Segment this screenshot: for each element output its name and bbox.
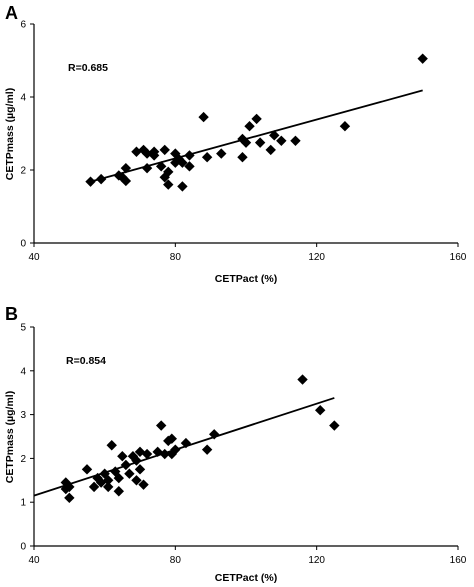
panel-a-data-point xyxy=(184,150,195,161)
panel-b-data-point xyxy=(81,464,93,475)
panel-b-data-point xyxy=(180,437,192,449)
panel-a-x-tick-label: 160 xyxy=(450,252,467,263)
panel-a-data-point xyxy=(216,148,227,159)
panel-b-y-tick-label: 1 xyxy=(20,498,26,509)
panel-a-data-point xyxy=(141,148,153,159)
panel-b-correlation-label: R=0.854 xyxy=(66,355,106,367)
panel-b-y-tick-label: 2 xyxy=(20,454,26,465)
panel-a-trend-line xyxy=(90,89,423,183)
panel-b-data-point xyxy=(166,433,177,444)
panel-a-data-point xyxy=(184,161,195,172)
panel-a-data-point xyxy=(163,179,174,190)
panel-a-y-axis-label: CETPmass (µg/ml) xyxy=(4,88,16,180)
panel-b-data-point xyxy=(131,475,142,486)
panel-a-points xyxy=(85,53,428,192)
panel-a-data-point xyxy=(265,144,276,156)
panel-b-y-tick-label: 5 xyxy=(20,323,26,334)
panel-a-axes: 0 2 4 6 40 80 120 160 xyxy=(20,20,466,264)
panel-b-data-point xyxy=(134,464,146,475)
panel-b-data-point xyxy=(163,435,174,447)
panel-b-data-point xyxy=(131,455,142,466)
panel-b-letter: B xyxy=(5,304,18,324)
panel-a-correlation-label: R=0.685 xyxy=(68,62,108,74)
panel-a-data-point xyxy=(198,111,209,123)
panel-a-data-point xyxy=(177,181,188,192)
panel-b-data-point xyxy=(329,420,340,431)
panel-b-y-tick-label: 4 xyxy=(20,366,26,377)
panel-a-data-point xyxy=(85,176,96,187)
panel-a: A R=0.685 CETPact (%) CETPmass (µg/ml) 0… xyxy=(4,3,467,285)
panel-a-data-point xyxy=(148,150,160,161)
panel-a-data-point xyxy=(201,152,213,163)
panel-a-data-point xyxy=(417,53,428,64)
panel-a-y-tick-label: 6 xyxy=(20,20,26,31)
panel-a-data-point xyxy=(244,121,255,132)
panel-b-data-point xyxy=(120,459,132,471)
panel-a-x-axis-label: CETPact (%) xyxy=(215,273,277,285)
panel-a-y-tick-label: 0 xyxy=(20,239,26,250)
panel-b: B R=0.854 CETPact (%) CETPmass (µg/ml) 0… xyxy=(4,304,467,584)
panel-b-data-point xyxy=(156,420,167,431)
panel-b-y-axis-label: CETPmass (µg/ml) xyxy=(4,391,16,483)
panel-b-data-point xyxy=(159,448,170,460)
panel-a-data-point xyxy=(339,121,351,132)
panel-b-data-point xyxy=(141,448,153,460)
panel-a-data-point xyxy=(290,135,301,146)
panel-a-data-point xyxy=(163,166,174,178)
panel-a-y-tick-label: 4 xyxy=(20,93,26,104)
panel-b-x-tick-label: 160 xyxy=(450,555,467,566)
panel-a-data-point xyxy=(237,152,248,163)
panel-b-axes: 0 1 2 3 4 5 40 80 120 160 xyxy=(20,323,466,567)
panel-a-x-tick-label: 40 xyxy=(28,252,40,263)
panel-b-data-point xyxy=(138,479,149,490)
panel-a-data-point xyxy=(159,144,170,156)
panel-b-data-point xyxy=(209,429,220,440)
panel-a-data-point xyxy=(254,137,266,148)
panel-a-data-point xyxy=(131,146,142,157)
panel-b-data-point xyxy=(92,472,103,484)
panel-b-data-point xyxy=(170,444,181,455)
panel-a-data-point xyxy=(251,113,262,125)
panel-a-data-point xyxy=(120,162,132,174)
panel-a-letter: A xyxy=(5,3,18,23)
panel-b-x-tick-label: 80 xyxy=(170,555,182,566)
panel-b-x-axis-label: CETPact (%) xyxy=(215,572,277,584)
panel-b-x-tick-label: 120 xyxy=(308,555,325,566)
panel-a-data-point xyxy=(177,157,188,168)
panel-b-data-point xyxy=(113,486,124,497)
panel-b-data-point xyxy=(315,405,326,416)
panel-b-trend-line xyxy=(33,397,335,497)
panel-a-data-point xyxy=(240,137,252,148)
panel-b-data-point xyxy=(64,492,75,504)
panel-a-x-tick-label: 80 xyxy=(170,252,182,263)
panel-a-data-point xyxy=(276,135,287,146)
panel-b-data-point xyxy=(134,446,146,458)
panel-a-data-point xyxy=(269,130,280,141)
panel-b-data-point xyxy=(103,475,114,486)
panel-b-data-point xyxy=(88,481,100,493)
panel-b-data-point xyxy=(297,374,308,385)
panel-b-x-tick-label: 40 xyxy=(28,555,40,566)
panel-a-data-point xyxy=(156,161,167,172)
panel-b-data-point xyxy=(103,481,114,493)
panel-b-points xyxy=(33,374,340,504)
panel-b-data-point xyxy=(64,481,75,493)
panel-a-y-tick-label: 2 xyxy=(20,166,26,177)
panel-a-data-point xyxy=(141,162,153,174)
panel-b-data-point xyxy=(124,468,135,479)
panel-a-data-point xyxy=(120,175,132,187)
panel-a-x-tick-label: 120 xyxy=(308,252,325,263)
panel-b-data-point xyxy=(201,444,213,455)
panel-b-y-tick-label: 3 xyxy=(20,410,26,421)
panel-b-data-point xyxy=(113,472,124,484)
panel-b-y-tick-label: 0 xyxy=(20,542,26,553)
panel-b-data-point xyxy=(106,440,117,451)
panel-a-data-point xyxy=(95,173,107,185)
panel-b-data-point xyxy=(117,451,128,462)
